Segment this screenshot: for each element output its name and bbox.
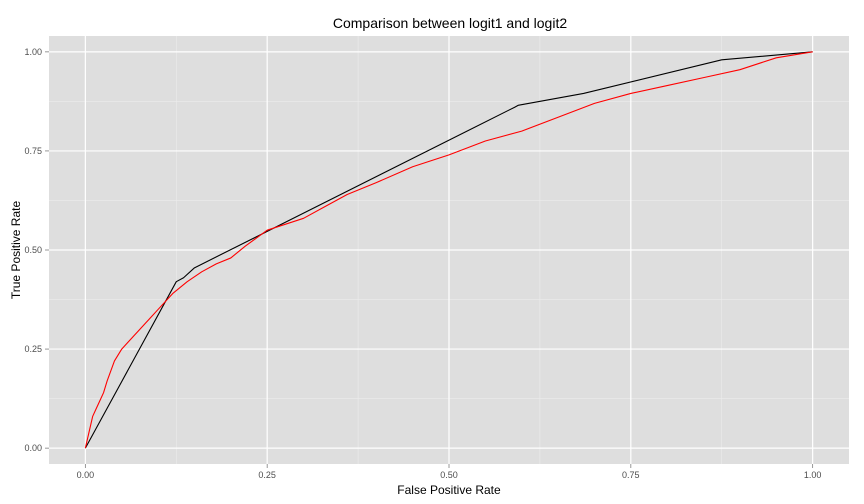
x-tick-label: 0.75	[622, 470, 640, 480]
x-tick-label: 0.00	[77, 470, 95, 480]
y-tick-label: 0.75	[24, 146, 42, 156]
series-line-black	[84, 51, 813, 449]
chart-title: Comparison between logit1 and logit2	[333, 15, 567, 31]
x-tick-label: 0.25	[258, 470, 276, 480]
x-tick-label: 0.50	[440, 470, 458, 480]
x-axis-label: False Positive Rate	[397, 483, 501, 497]
y-tick-label: 0.00	[24, 443, 42, 453]
series-line-red	[84, 51, 813, 449]
y-tick-label: 0.50	[24, 245, 42, 255]
y-tick-label: 0.25	[24, 344, 42, 354]
y-tick-label: 1.00	[24, 47, 42, 57]
y-axis-ticks: 0.00 0.25 0.50 0.75 1.00	[24, 47, 49, 453]
major-gridlines	[49, 36, 849, 464]
x-tick-label: 1.00	[804, 470, 822, 480]
series-lines	[84, 51, 813, 449]
x-axis-ticks: 0.00 0.25 0.50 0.75 1.00	[77, 464, 822, 480]
y-axis-label: True Positive Rate	[9, 201, 23, 300]
